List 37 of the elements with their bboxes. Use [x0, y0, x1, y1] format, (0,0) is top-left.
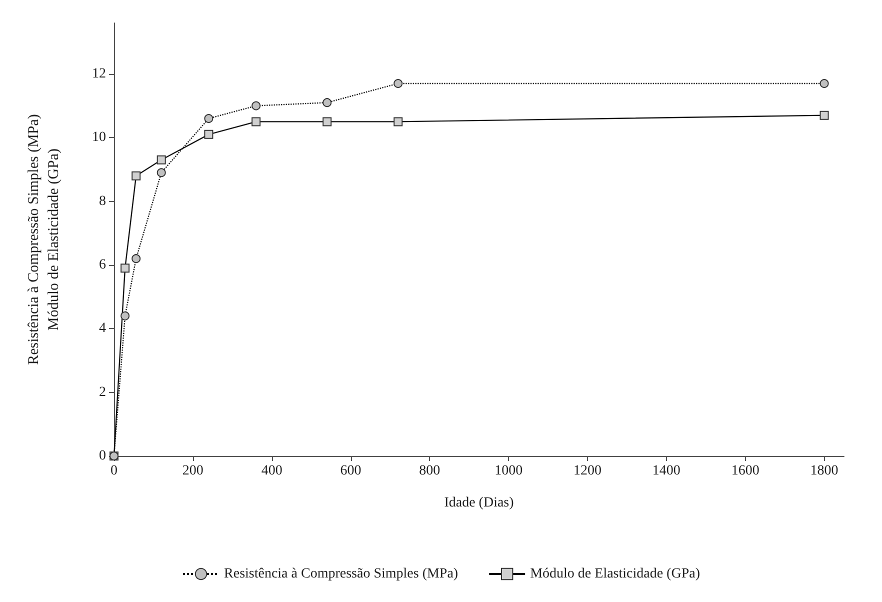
y-tick-label: 10: [92, 130, 106, 146]
point: [322, 98, 332, 108]
y-axis-title: Resistência à Compressão Simples (MPa) Módulo de Elasticidade (GPa): [26, 114, 62, 365]
x-tick-label: 0: [110, 464, 118, 478]
point: [252, 117, 261, 126]
x-tick-label: 400: [261, 464, 282, 478]
legend-label: Resistência à Compressão Simples (MPa): [224, 566, 458, 582]
x-tick-label: 1600: [731, 464, 760, 478]
y-tick-label: 12: [92, 66, 106, 82]
x-tick-label: 1200: [574, 464, 602, 478]
x-tick-label: 800: [419, 464, 440, 478]
x-tick-label: 600: [340, 464, 362, 478]
point: [252, 101, 261, 110]
x-tick-label: 1000: [494, 464, 523, 478]
point: [156, 155, 166, 164]
point: [120, 264, 130, 273]
y-tick-label: 8: [99, 194, 106, 209]
point: [132, 254, 141, 264]
point: [820, 110, 829, 120]
y-tick-label: 0: [99, 448, 106, 464]
x-tick-label: 200: [182, 464, 204, 478]
point: [394, 78, 403, 88]
x-axis-title: Idade (Dias): [444, 496, 514, 510]
y-tick-label: 6: [99, 257, 106, 272]
point: [156, 168, 166, 178]
x-tick-label: 1400: [652, 464, 680, 478]
point: [820, 78, 829, 88]
point: [204, 130, 214, 139]
y-tick-label: 4: [99, 321, 106, 336]
point: [394, 117, 403, 126]
point: [120, 311, 130, 320]
legend-label: Módulo de Elasticidade (GPa): [530, 566, 700, 582]
point: [132, 171, 141, 180]
x-tick-label: 1800: [810, 464, 838, 478]
point: [204, 114, 214, 124]
y-tick-label: 2: [99, 384, 106, 400]
point: [322, 117, 332, 126]
